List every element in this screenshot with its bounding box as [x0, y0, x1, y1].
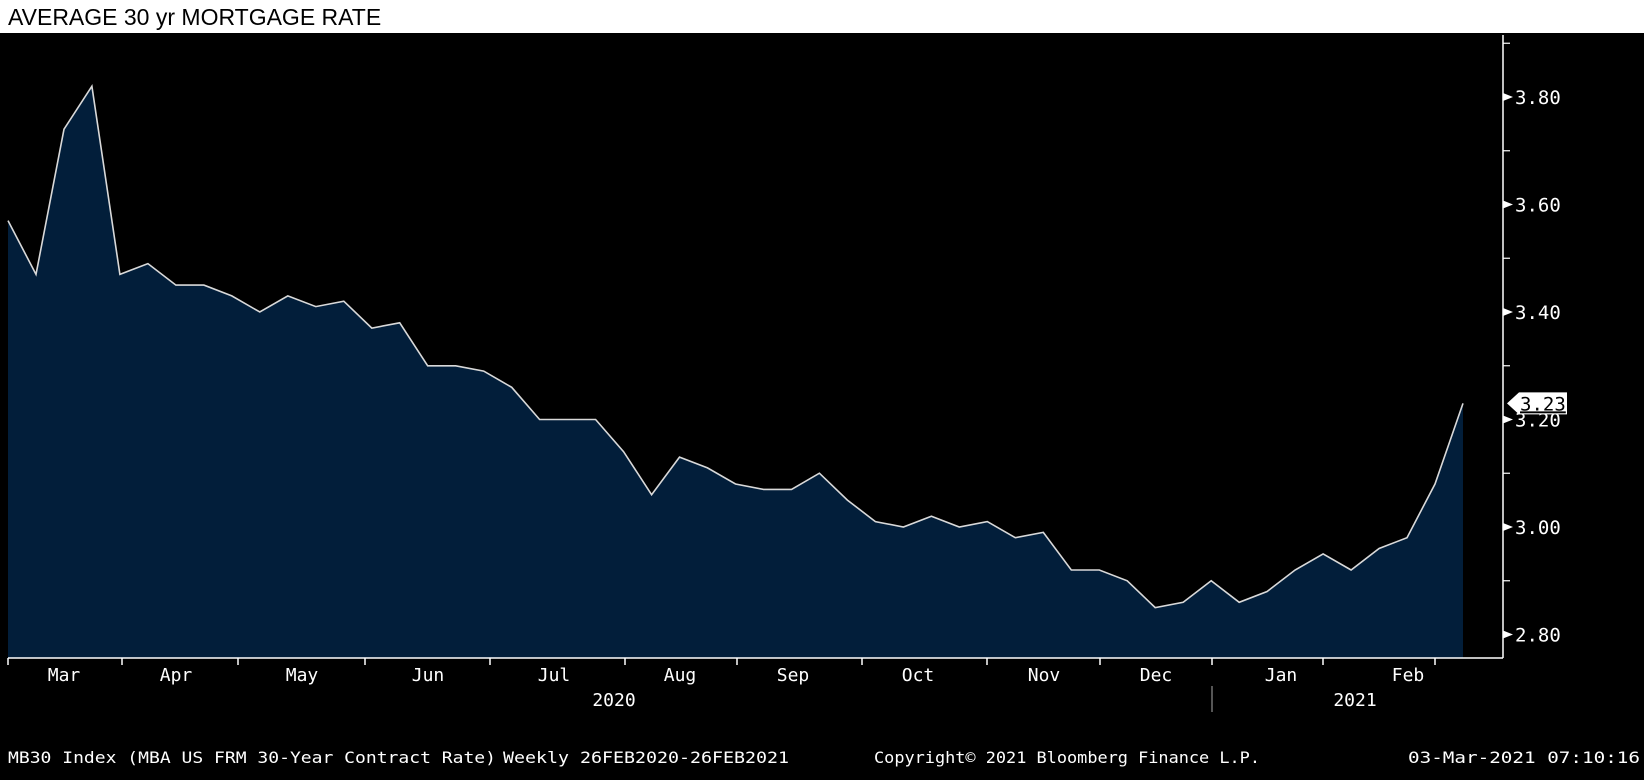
x-month-label: Jul: [538, 665, 571, 686]
footer-range: Weekly 26FEB2020-26FEB2021: [503, 748, 789, 767]
y-tick-label: 3.00: [1515, 517, 1561, 539]
plot-area: [7, 83, 1464, 658]
x-month-label: Jan: [1265, 665, 1298, 686]
x-month-label: Oct: [902, 665, 935, 686]
y-tick-label: 3.40: [1515, 302, 1561, 324]
x-month-label: Nov: [1028, 665, 1061, 686]
chart-title: AVERAGE 30 yr MORTGAGE RATE: [8, 4, 382, 30]
y-tick-marker: [1503, 93, 1513, 101]
x-year-label: 2020: [592, 690, 635, 711]
x-month-label: Jun: [412, 665, 445, 686]
y-tick-label: 2.80: [1515, 625, 1561, 647]
x-month-label: Aug: [664, 665, 697, 686]
x-month-label: Mar: [48, 665, 81, 686]
x-month-label: May: [286, 665, 319, 686]
x-month-label: Dec: [1140, 665, 1173, 686]
x-year-label: 2021: [1333, 690, 1376, 711]
footer-timestamp: 03-Mar-2021 07:10:16: [1408, 748, 1640, 767]
y-tick-marker: [1503, 630, 1513, 639]
y-axis: 3.80 3.60 3.40 3.20 3.00 2.80 3.23: [1502, 35, 1567, 658]
x-month-label: Sep: [777, 665, 810, 686]
y-tick-label: 3.80: [1515, 87, 1561, 109]
y-tick-marker: [1503, 523, 1513, 531]
x-month-label: Feb: [1392, 665, 1425, 686]
footer-copyright: Copyright© 2021 Bloomberg Finance L.P.: [874, 748, 1260, 767]
x-axis: Mar Apr May Jun Jul Aug Sep Oct Nov Dec Jan Feb 2020…: [7, 657, 1503, 712]
area-fill: [8, 86, 1463, 658]
y-tick-label: 3.60: [1515, 195, 1561, 217]
y-tick-marker: [1503, 200, 1513, 209]
footer-security: MB30 Index (MBA US FRM 30-Year Contract …: [8, 748, 496, 767]
x-month-label: Apr: [160, 665, 193, 686]
last-value-label: 3.23: [1520, 393, 1566, 415]
y-tick-marker: [1503, 415, 1513, 424]
y-tick-marker: [1503, 308, 1513, 316]
y-tick-label: 3.20: [1515, 410, 1561, 432]
last-value-badge: [1507, 392, 1567, 415]
